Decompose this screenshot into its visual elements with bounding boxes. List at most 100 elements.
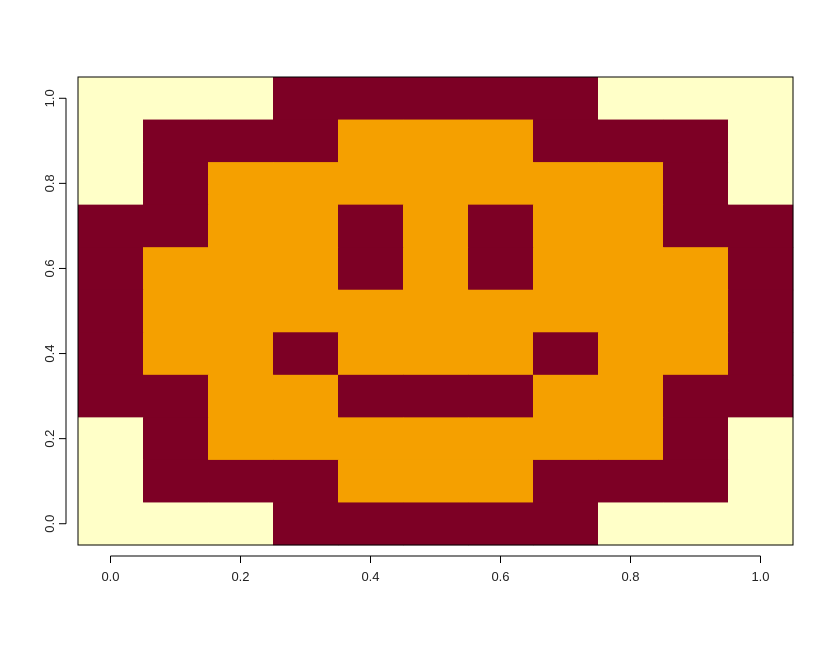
heatmap-cell [468,119,534,163]
heatmap-cell [143,417,209,461]
heatmap-cell [728,289,794,333]
heatmap-cell [728,502,794,546]
heatmap-cell [78,247,144,291]
heatmap-cell [208,119,274,163]
heatmap-cell [403,459,469,504]
heatmap-cell [208,332,274,376]
heatmap-cell [143,119,209,163]
heatmap-cell [468,459,534,504]
heatmap-cell [598,289,664,333]
x-tick-label: 0.4 [361,569,379,584]
heatmap-cell [663,289,729,333]
heatmap-cell [468,332,534,376]
heatmap-cell [663,119,729,163]
heatmap-cell [273,332,339,376]
y-tick-label: 0.4 [42,345,57,363]
heatmap-cell [728,417,794,461]
heatmap-cell [208,289,274,333]
heatmap-cell [338,502,404,546]
heatmap-cell [338,289,404,333]
heatmap-cell [273,247,339,291]
heatmap-cell [273,502,339,546]
y-tick-label: 1.0 [42,89,57,107]
heatmap-cell [728,332,794,376]
heatmap-cell [728,459,794,504]
heatmap-cell [338,77,404,121]
heatmap-cell [403,417,469,461]
heatmap-cell [143,374,209,418]
heatmap-cell [533,162,599,206]
heatmap-cell [143,289,209,333]
heatmap-cell [468,502,534,546]
heatmap-cell [468,204,534,248]
heatmap-cell [403,204,469,248]
heatmap-cell [598,77,664,121]
heatmap-cell [533,77,599,121]
heatmap-cell [273,459,339,504]
heatmap-cell [338,204,404,248]
heatmap-cell [598,417,664,461]
heatmap-cell [273,162,339,206]
y-tick-label: 0.6 [42,259,57,277]
heatmap-cell [728,247,794,291]
heatmap-cell [403,289,469,333]
heatmap-cell [78,289,144,333]
heatmap-cell [338,247,404,291]
heatmap-cell [598,204,664,248]
heatmap-cell [143,247,209,291]
heatmap-cell [338,417,404,461]
heatmap-cell [598,332,664,376]
heatmap-cell [403,332,469,376]
heatmap-cell [208,459,274,504]
y-tick-label: 0.2 [42,430,57,448]
heatmap-cell [598,119,664,163]
heatmap-cell [273,77,339,121]
y-tick-label: 0.0 [42,515,57,533]
heatmap-cell [143,459,209,504]
heatmap-cells [78,77,794,546]
x-tick-label: 0.8 [621,569,639,584]
x-tick-label: 0.6 [491,569,509,584]
heatmap-cell [533,332,599,376]
heatmap-cell [663,77,729,121]
heatmap-cell [338,374,404,418]
heatmap-cell [273,119,339,163]
heatmap-cell [533,289,599,333]
heatmap-cell [598,247,664,291]
heatmap-cell [78,417,144,461]
heatmap-cell [663,459,729,504]
heatmap-cell [403,247,469,291]
heatmap-cell [403,162,469,206]
heatmap-cell [208,162,274,206]
heatmap-cell [663,332,729,376]
heatmap-cell [78,502,144,546]
x-tick-label: 0.0 [101,569,119,584]
heatmap-cell [403,119,469,163]
heatmap-cell [468,289,534,333]
heatmap-cell [533,119,599,163]
heatmap-cell [208,374,274,418]
heatmap-cell [273,289,339,333]
heatmap-cell [338,332,404,376]
x-tick-label: 1.0 [751,569,769,584]
heatmap-cell [533,417,599,461]
heatmap-cell [663,247,729,291]
heatmap-cell [208,502,274,546]
heatmap-cell [273,204,339,248]
heatmap-cell [663,502,729,546]
x-tick-label: 0.2 [231,569,249,584]
heatmap-cell [78,162,144,206]
heatmap-cell [403,502,469,546]
heatmap-cell [78,332,144,376]
heatmap-cell [468,77,534,121]
heatmap-cell [143,204,209,248]
x-axis: 0.0 0.2 0.4 0.6 0.8 1.0 [101,555,770,584]
heatmap-cell [533,204,599,248]
heatmap-cell [403,374,469,418]
heatmap-cell [598,459,664,504]
heatmap-cell [728,162,794,206]
heatmap-cell [78,459,144,504]
heatmap-cell [598,502,664,546]
heatmap-cell [728,119,794,163]
